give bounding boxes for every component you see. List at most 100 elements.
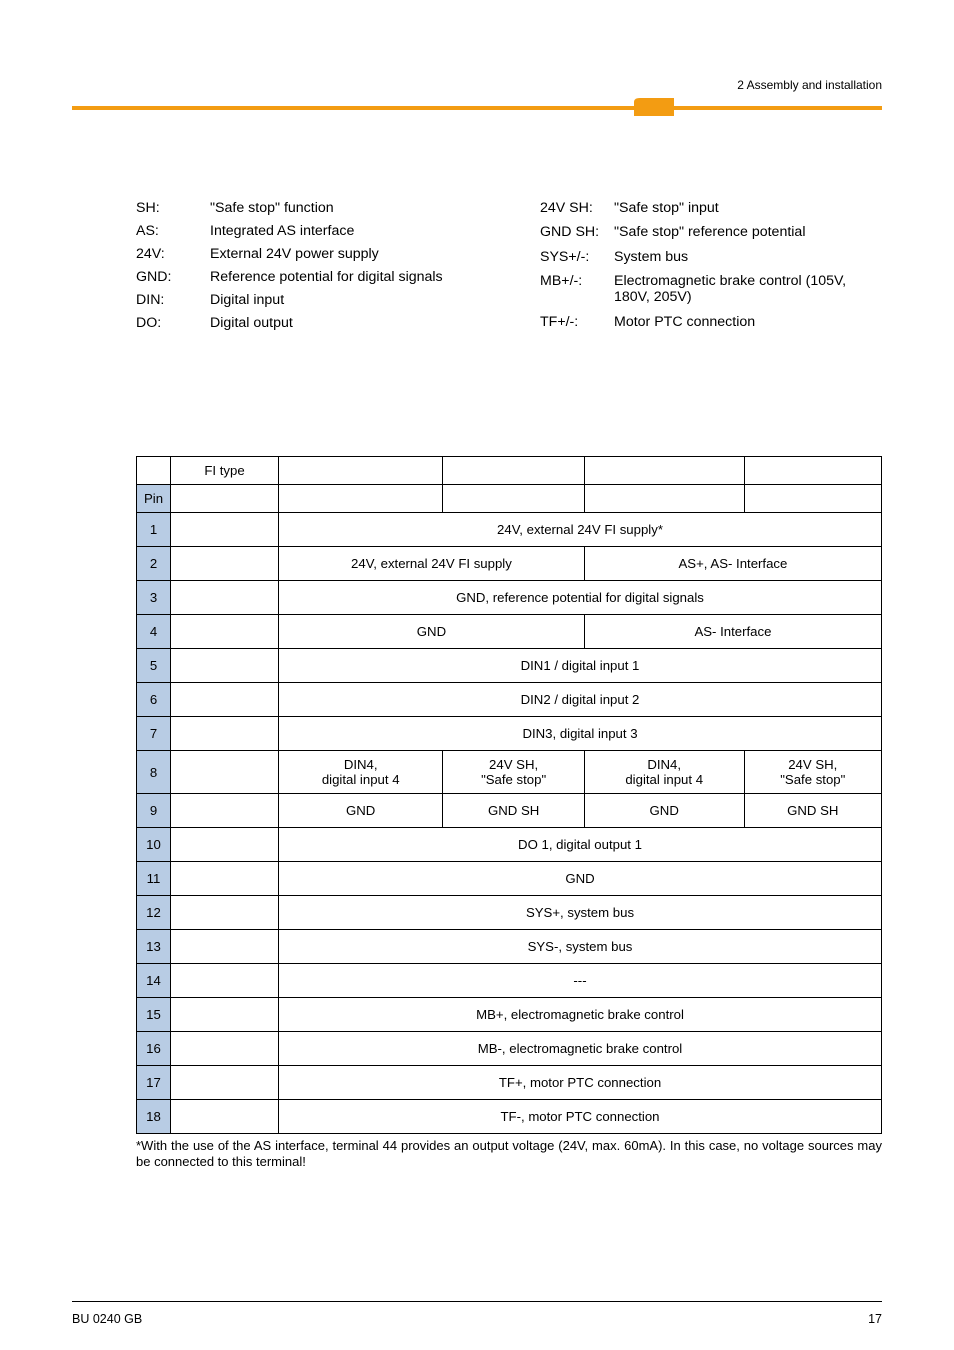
table-row: 8DIN4,digital input 424V SH,"Safe stop"D… [137,751,882,794]
type-col-cell [171,649,279,683]
pin-number-cell: 9 [137,794,171,828]
def-key: SYS+/-: [540,249,614,266]
type-col-cell [171,862,279,896]
table-row: 124V, external 24V FI supply* [137,513,882,547]
fi-type-header: FI type [171,457,279,485]
col-subheader-blank [443,485,585,513]
pin-description-cell: GND [584,794,744,828]
def-value: System bus [614,249,882,266]
pin-description-cell: AS+, AS- Interface [584,547,881,581]
def-key: TF+/-: [540,314,614,331]
pin-number-cell: 2 [137,547,171,581]
def-key: DO: [136,315,210,331]
pin-number-cell: 6 [137,683,171,717]
pin-description-cell: DIN3, digital input 3 [279,717,882,751]
pin-number-cell: 18 [137,1100,171,1134]
pin-description-cell: 24V SH,"Safe stop" [744,751,881,794]
def-value: "Safe stop" input [614,200,882,217]
pin-header: Pin [137,485,171,513]
table-row: 7 DIN3, digital input 3 [137,717,882,751]
pin-number-cell: 7 [137,717,171,751]
pin-description-cell: SYS+, system bus [279,896,882,930]
type-col-cell [171,828,279,862]
pin-number-cell: 5 [137,649,171,683]
def-key: 24V SH: [540,200,614,217]
pin-number-cell: 4 [137,615,171,649]
type-col-cell [171,1032,279,1066]
def-value: External 24V power supply [210,246,536,262]
def-value: "Safe stop" function [210,200,536,216]
col-header-blank [744,457,881,485]
pin-description-cell: SYS-, system bus [279,930,882,964]
table-row: 15 MB+, electromagnetic brake control [137,998,882,1032]
type-col-cell [171,717,279,751]
definitions-left-col: SH:"Safe stop" functionAS:Integrated AS … [136,200,536,331]
pin-description-cell: DIN2 / digital input 2 [279,683,882,717]
pin-description-cell: DIN4,digital input 4 [584,751,744,794]
pin-table-body: 124V, external 24V FI supply*2 24V, exter… [137,513,882,1134]
footer-page-number: 17 [868,1312,882,1326]
pin-number-cell: 15 [137,998,171,1032]
def-value: Motor PTC connection [614,314,882,331]
pin-description-cell: TF-, motor PTC connection [279,1100,882,1134]
table-row: 14 --- [137,964,882,998]
definitions-right-col: 24V SH:"Safe stop" inputGND SH:"Safe sto… [540,200,882,331]
table-row: 13 SYS-, system bus [137,930,882,964]
type-col-cell [171,930,279,964]
pin-number-cell: 14 [137,964,171,998]
table-row: 6 DIN2 / digital input 2 [137,683,882,717]
pin-description-cell: --- [279,964,882,998]
table-row: 10 DO 1, digital output 1 [137,828,882,862]
pin-number-cell: 11 [137,862,171,896]
def-key: GND SH: [540,224,614,241]
table-corner-blank [137,457,171,485]
def-value: "Safe stop" reference potential [614,224,882,241]
pin-description-cell: GND SH [744,794,881,828]
header-accent-tab-icon [634,98,674,116]
col-header-blank [279,457,443,485]
pin-number-cell: 12 [137,896,171,930]
table-footnote: *With the use of the AS interface, termi… [136,1138,882,1171]
table-row: 3GND, reference potential for digital si… [137,581,882,615]
type-col-cell [171,615,279,649]
pin-table-container: FI typePin 124V, external 24V FI supply*… [136,456,882,1171]
def-value: Reference potential for digital signals [210,269,536,285]
def-key: DIN: [136,292,210,308]
col-subheader-blank [279,485,443,513]
pin-number-cell: 13 [137,930,171,964]
type-col-cell [171,1066,279,1100]
def-key: AS: [136,223,210,239]
pin-description-cell: MB+, electromagnetic brake control [279,998,882,1032]
footer-doc-id: BU 0240 GB [72,1312,142,1326]
table-row: 9GNDGND SHGNDGND SH [137,794,882,828]
type-col-cell [171,896,279,930]
table-row: 17 TF+, motor PTC connection [137,1066,882,1100]
def-key: GND: [136,269,210,285]
pin-description-cell: 24V, external 24V FI supply [279,547,585,581]
pin-number-cell: 10 [137,828,171,862]
type-col-header-blank [171,485,279,513]
type-col-cell [171,1100,279,1134]
def-value: Digital input [210,292,536,308]
pin-description-cell: GND [279,615,585,649]
pin-description-cell: AS- Interface [584,615,881,649]
def-key: 24V: [136,246,210,262]
table-row: 2 24V, external 24V FI supplyAS+, AS- Int… [137,547,882,581]
pin-description-cell: GND [279,862,882,896]
footer-rule [72,1301,882,1302]
type-col-cell [171,513,279,547]
col-header-blank [443,457,585,485]
col-header-blank [584,457,744,485]
pin-number-cell: 17 [137,1066,171,1100]
table-row: 11 GND [137,862,882,896]
pin-description-cell: TF+, motor PTC connection [279,1066,882,1100]
pin-description-cell: GND [279,794,443,828]
abbreviation-definitions: SH:"Safe stop" functionAS:Integrated AS … [136,200,882,331]
table-row: 5DIN1 / digital input 1 [137,649,882,683]
def-key: MB+/-: [540,273,614,306]
pin-number-cell: 16 [137,1032,171,1066]
def-value: Digital output [210,315,536,331]
pin-description-cell: 24V, external 24V FI supply* [279,513,882,547]
pin-assignment-table: FI typePin 124V, external 24V FI supply*… [136,456,882,1134]
pin-description-cell: DO 1, digital output 1 [279,828,882,862]
